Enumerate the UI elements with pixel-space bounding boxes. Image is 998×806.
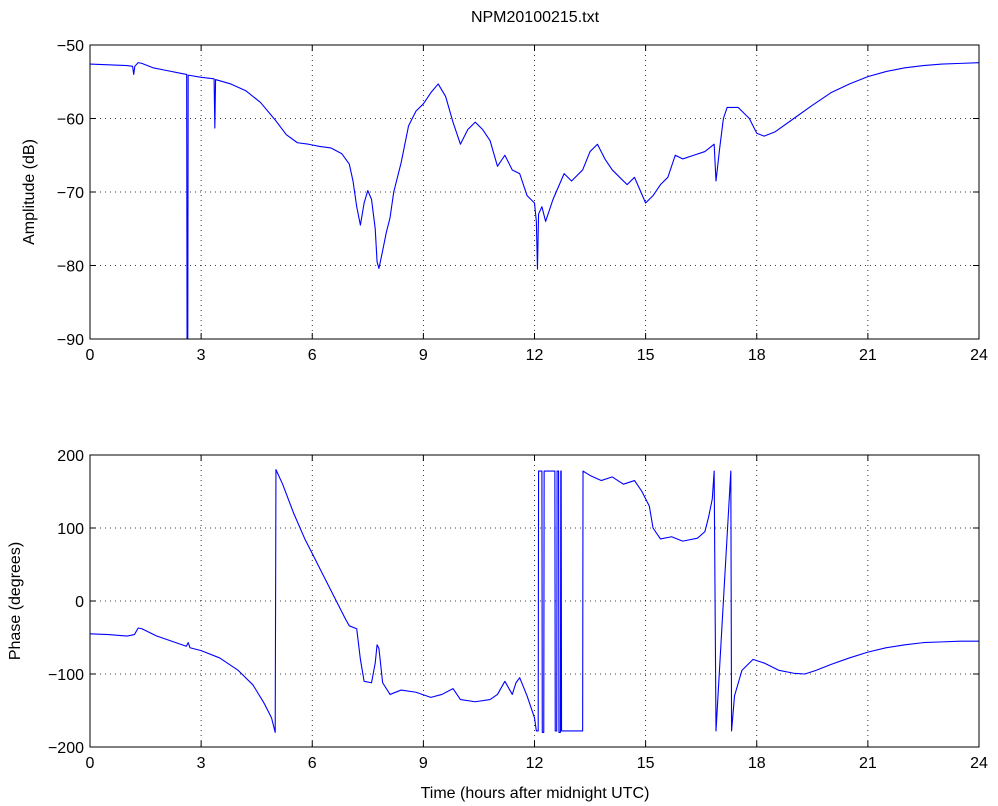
amplitude-x-tick-label: 9 (419, 347, 428, 364)
chart-title: NPM20100215.txt (471, 9, 600, 26)
amplitude-x-tick-label: 12 (526, 347, 544, 364)
phase-x-tick-label: 12 (526, 755, 544, 772)
amplitude-y-axis-label: Amplitude (dB) (21, 139, 38, 245)
amplitude-x-tick-label: 3 (197, 347, 206, 364)
phase-y-tick-label: 0 (75, 594, 84, 611)
amplitude-x-tick-label: 15 (637, 347, 655, 364)
phase-panel: 0 3 6 9 12 15 18 21 24 −200 −100 0 100 200 Phase (degr… (7, 448, 988, 772)
phase-x-tick-label: 24 (970, 755, 988, 772)
phase-x-tick-label: 21 (859, 755, 877, 772)
amplitude-y-tick-label: −90 (57, 332, 84, 349)
phase-x-tick-label: 9 (419, 755, 428, 772)
amplitude-panel: 0 3 6 9 12 15 18 21 24 −90 −80 −70 −60 −50 Amplitude (… (21, 38, 988, 364)
amplitude-x-tick-label: 18 (748, 347, 766, 364)
amplitude-x-tick-label: 21 (859, 347, 877, 364)
phase-y-tick-label: −200 (48, 740, 84, 757)
phase-y-tick-label: −100 (48, 667, 84, 684)
phase-x-tick-label: 15 (637, 755, 655, 772)
amplitude-y-tick-label: −70 (57, 185, 84, 202)
amplitude-y-tick-label: −80 (57, 259, 84, 276)
amplitude-y-tick-label: −60 (57, 112, 84, 129)
phase-series-line (89, 469, 979, 733)
amplitude-x-tick-label: 24 (970, 347, 988, 364)
phase-x-tick-label: 6 (308, 755, 317, 772)
phase-y-tick-label: 100 (57, 521, 84, 538)
phase-x-tick-label: 18 (748, 755, 766, 772)
phase-x-axis-label: Time (hours after midnight UTC) (421, 785, 650, 802)
phase-x-tick-label: 0 (86, 755, 95, 772)
amplitude-series-line (89, 62, 980, 340)
amplitude-x-tick-label: 0 (86, 347, 95, 364)
amplitude-x-tick-label: 6 (308, 347, 317, 364)
phase-y-axis-label: Phase (degrees) (7, 542, 24, 660)
phase-x-tick-label: 3 (197, 755, 206, 772)
amplitude-y-tick-label: −50 (57, 38, 84, 55)
phase-y-tick-label: 200 (57, 448, 84, 465)
